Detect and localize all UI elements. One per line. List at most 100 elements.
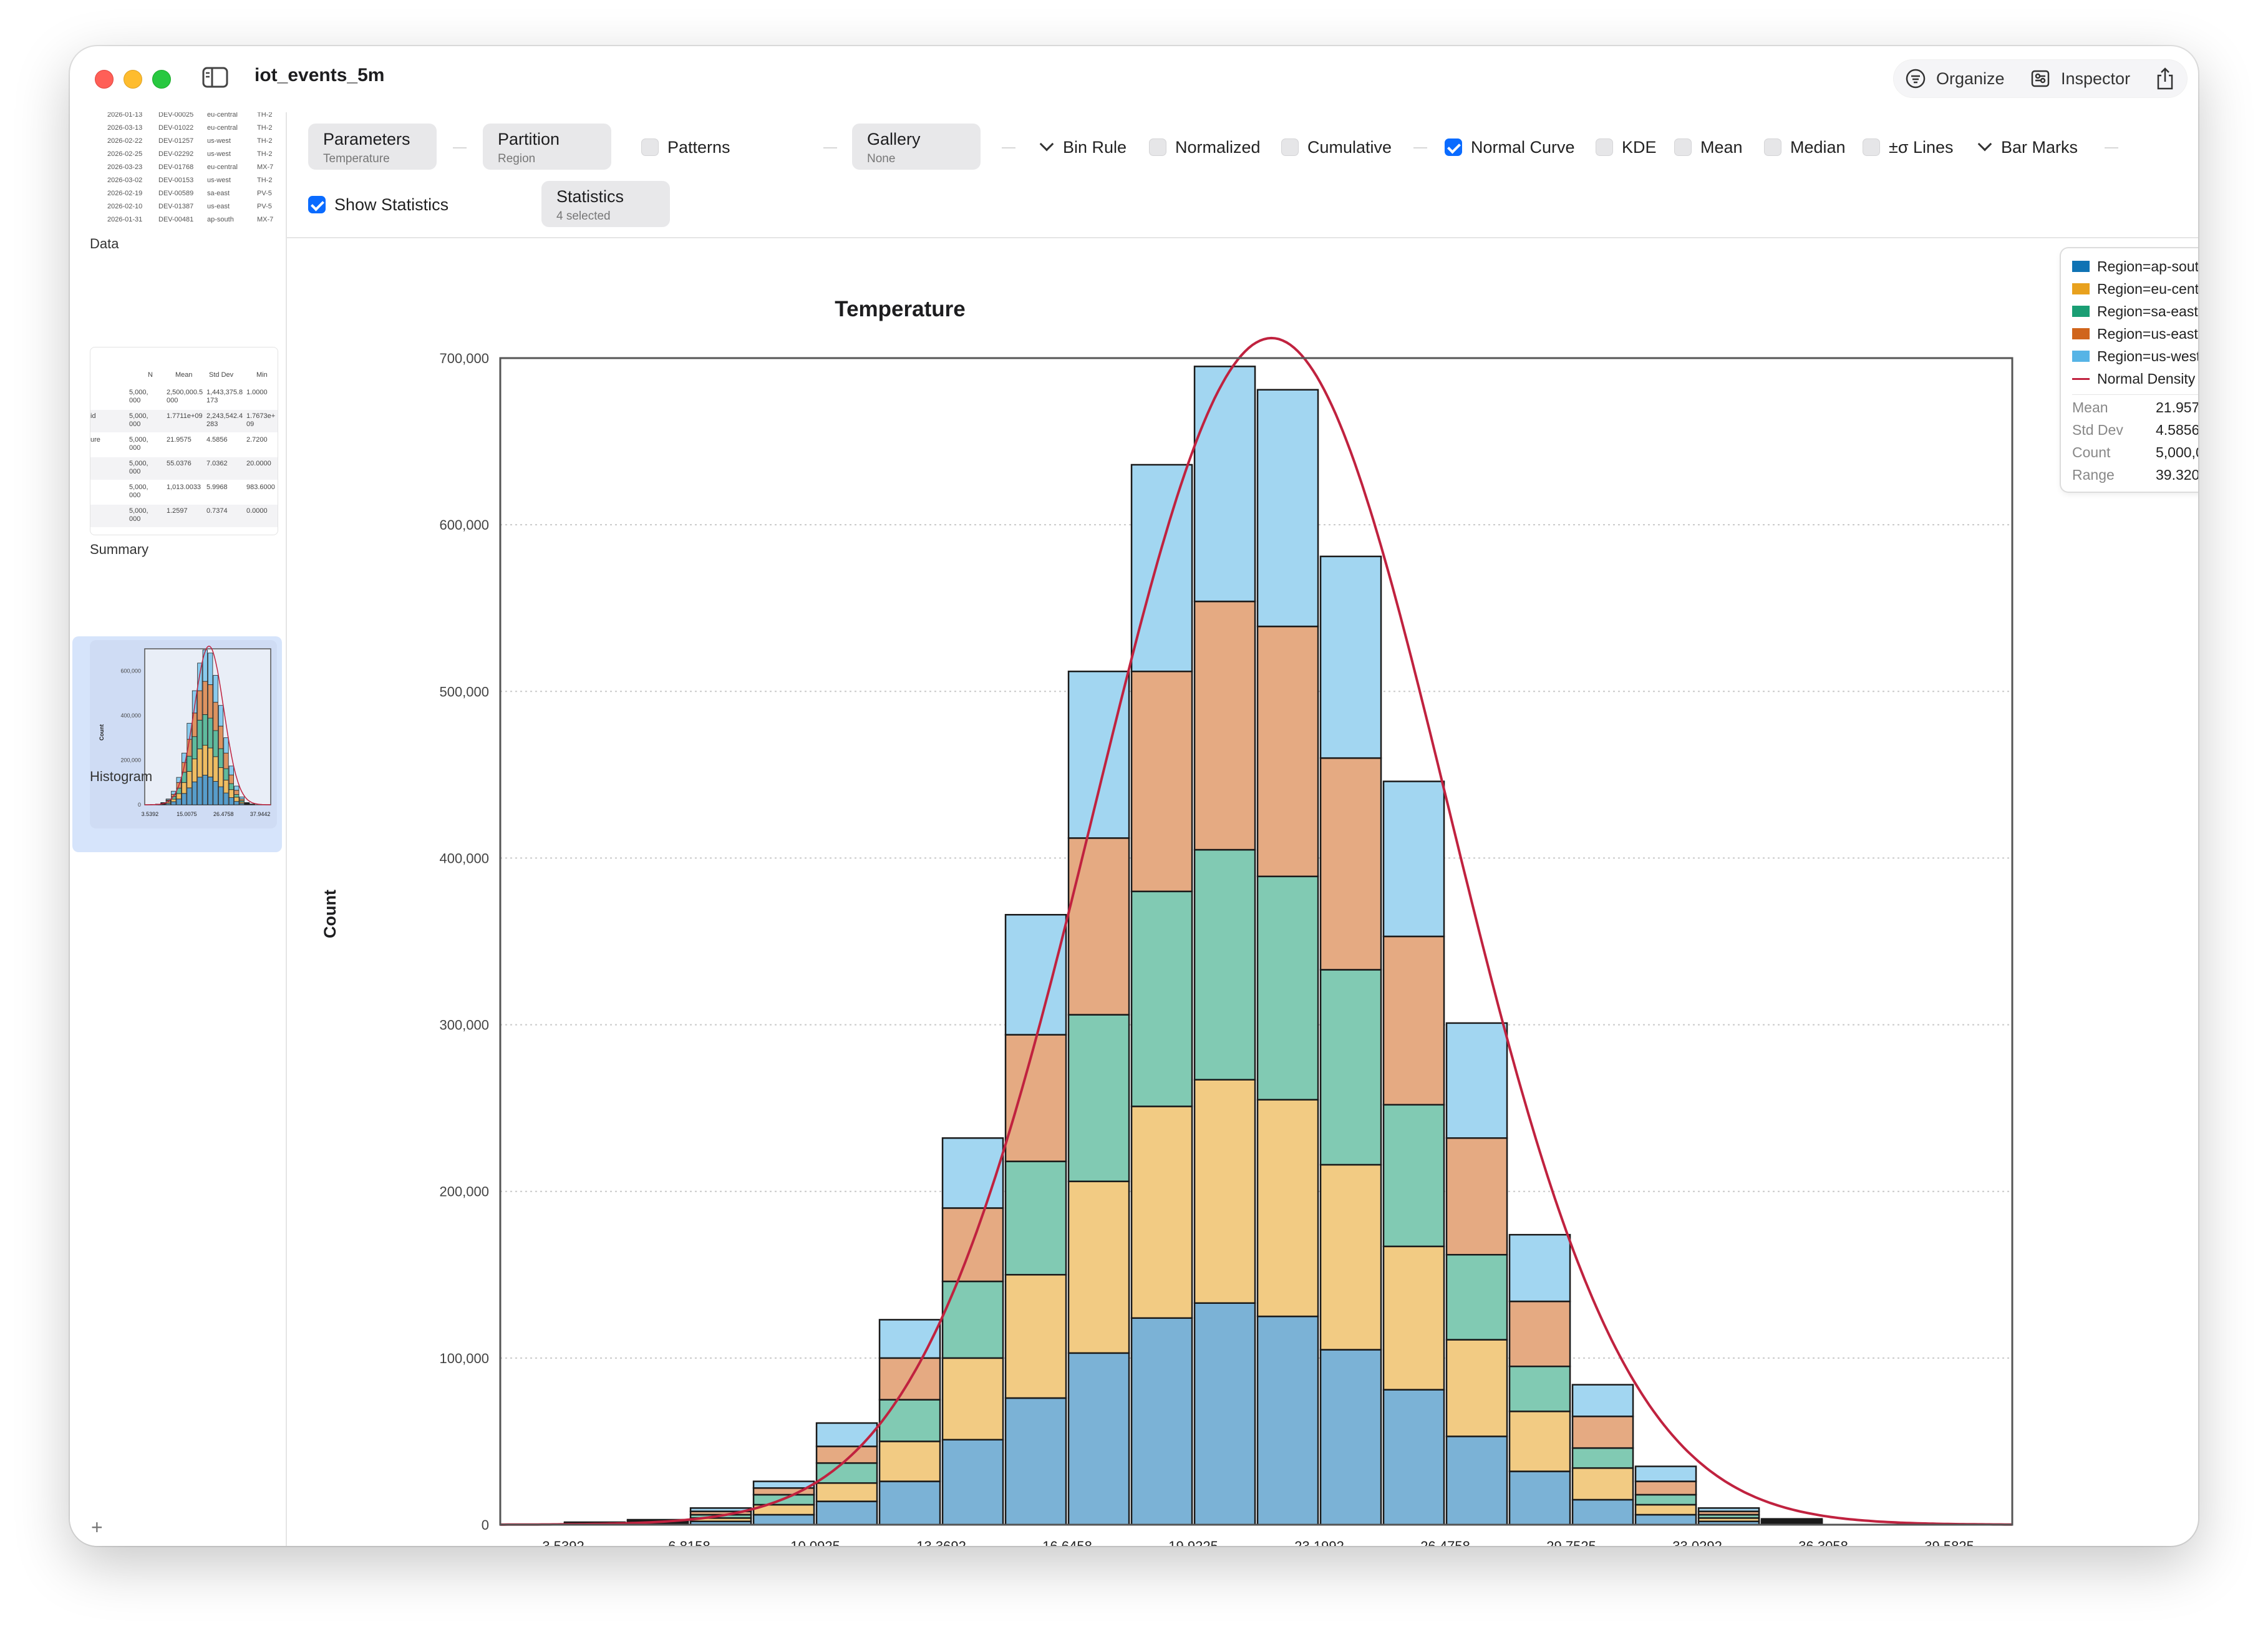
normalized-checkbox[interactable]: Normalized: [1149, 135, 1261, 160]
normal-curve-checkbox[interactable]: Normal Curve: [1445, 135, 1575, 160]
show-statistics-label: Show Statistics: [334, 195, 449, 214]
histogram-bar-segment: [1319, 1349, 1382, 1526]
legend-swatch: [2072, 306, 2090, 317]
bar-marks-menu[interactable]: Bar Marks: [1977, 135, 2078, 160]
histogram-bar-segment: [1067, 837, 1130, 1016]
data-preview-cell: eu-central: [207, 112, 238, 119]
parameters-selector[interactable]: Parameters Temperature: [308, 124, 437, 170]
chart-title: Temperature: [835, 297, 966, 321]
cumulative-box[interactable]: [1281, 138, 1299, 156]
thumb-y-tick: 600,000: [120, 668, 141, 674]
summary-thumbnail[interactable]: N Mean Std Dev Min 5,000, 000 2,500,000.5 000…: [90, 347, 278, 535]
histogram-bar-segment: [1130, 464, 1193, 673]
data-preview-cell: sa-east: [207, 190, 230, 197]
cumulative-checkbox[interactable]: Cumulative: [1281, 135, 1392, 160]
organize-button[interactable]: Organize: [1905, 67, 2005, 90]
data-preview-cell: MX-7: [257, 163, 274, 171]
thumb-y-tick: 200,000: [120, 757, 141, 764]
thumb-bar-segment: [223, 737, 229, 754]
gallery-selector[interactable]: Gallery None: [852, 124, 981, 170]
median-checkbox[interactable]: Median: [1764, 135, 1846, 160]
sigma-lines-checkbox[interactable]: ±σ Lines: [1863, 135, 1954, 160]
kde-label: KDE: [1622, 137, 1657, 157]
thumb-bar-segment: [202, 649, 208, 682]
histogram-bar-segment: [1508, 1233, 1571, 1303]
summary-preview-cell: 1.2597: [167, 507, 188, 515]
kde-box[interactable]: [1596, 138, 1613, 156]
sigma-lines-box[interactable]: [1863, 138, 1880, 156]
histogram-bar-segment: [878, 1440, 941, 1482]
y-tick-label: 300,000: [439, 1018, 489, 1033]
partition-selector[interactable]: Partition Region: [483, 124, 611, 170]
share-button[interactable]: [2156, 67, 2184, 90]
sidebar-toggle-icon[interactable]: [202, 66, 228, 89]
normalized-box[interactable]: [1149, 138, 1166, 156]
summary-header-cell: Std Dev: [209, 371, 234, 379]
inspector-button[interactable]: Inspector: [2030, 67, 2130, 90]
zoom-window-button[interactable]: [152, 70, 171, 89]
histogram-thumbnail[interactable]: 600,000 400,000 200,000 0 Count 3.5392 15.0075…: [90, 640, 277, 828]
patterns-checkbox[interactable]: Patterns: [641, 135, 730, 160]
data-preview-cell: 2026-01-31: [107, 216, 143, 223]
sidebar-item-summary[interactable]: Summary: [90, 542, 149, 557]
median-box[interactable]: [1764, 138, 1781, 156]
x-tick-label: 39.5825: [1924, 1538, 1974, 1546]
thumb-x-tick: 37.9442: [250, 811, 271, 817]
histogram-bar-segment: [878, 1319, 941, 1359]
add-sheet-button[interactable]: +: [91, 1516, 103, 1538]
legend-line: [2072, 377, 2090, 380]
stat-value: 5,000,000: [2156, 444, 2198, 460]
sidebar-item-data[interactable]: Data: [90, 236, 119, 251]
summary-preview-table: N Mean Std Dev Min 5,000, 000 2,500,000.5 000…: [90, 347, 278, 535]
bin-rule-menu[interactable]: Bin Rule: [1039, 135, 1127, 160]
data-preview-cell: DEV-00481: [158, 216, 194, 223]
histogram-bar-segment: [815, 1500, 878, 1526]
organize-icon: [1906, 69, 1926, 89]
histogram-bar-segment: [815, 1445, 878, 1464]
patterns-box[interactable]: [641, 138, 659, 156]
stat-value: 39.3200: [2156, 467, 2198, 483]
show-statistics-box[interactable]: [308, 196, 326, 213]
thumb-bar-segment: [218, 748, 224, 768]
data-preview-cell: TH-2: [257, 124, 273, 132]
sidebar-item-histogram[interactable]: Histogram: [90, 769, 153, 784]
kde-checkbox[interactable]: KDE: [1596, 135, 1657, 160]
share-icon: [2157, 67, 2173, 90]
thumb-bar-segment: [239, 799, 245, 801]
divider: [823, 147, 837, 148]
thumb-bar-segment: [218, 767, 224, 787]
divider: [1413, 147, 1427, 148]
summary-preview-cell: 5.9968: [206, 483, 228, 491]
mean-box[interactable]: [1674, 138, 1692, 156]
mean-checkbox[interactable]: Mean: [1674, 135, 1743, 160]
histogram-bar-segment: [1130, 890, 1193, 1107]
histogram-bar-segment: [941, 1137, 1004, 1209]
legend: Region=ap-south Region=eu-central Region…: [2061, 248, 2198, 492]
thumb-bar-segment: [213, 781, 218, 805]
normal-curve-box[interactable]: [1445, 138, 1462, 156]
statistics-selector[interactable]: Statistics 4 selected: [541, 181, 670, 227]
thumb-bar-segment: [202, 775, 208, 805]
x-tick-label: 33.0292: [1672, 1538, 1722, 1546]
histogram-bar-segment: [1067, 1014, 1130, 1182]
histogram-bar-segment: [1508, 1300, 1571, 1367]
thumb-bar-segment: [191, 781, 198, 805]
minimize-window-button[interactable]: [124, 70, 142, 89]
data-thumbnail[interactable]: 2026-01-13 DEV-00025 eu-central TH-2 2026-03…: [90, 112, 277, 228]
x-tick-label: 36.3058: [1798, 1538, 1848, 1546]
thumb-bar-segment: [171, 801, 177, 805]
data-preview-row: 2026-03-13 DEV-01022 eu-central TH-2: [90, 123, 277, 135]
thumb-bar-segment: [228, 783, 234, 790]
data-preview-cell: eu-central: [207, 124, 238, 132]
histogram-bar-segment: [1193, 600, 1256, 851]
thumb-bar-segment: [208, 684, 213, 719]
histogram-bar-segment: [1256, 1315, 1319, 1526]
data-preview-cell: DEV-00025: [158, 112, 194, 119]
histogram-bar-segment: [1571, 1467, 1634, 1501]
thumb-bar-segment: [213, 756, 218, 782]
close-window-button[interactable]: [95, 70, 114, 89]
histogram-bar-segment: [1256, 1099, 1319, 1318]
show-statistics-checkbox[interactable]: Show Statistics: [308, 192, 448, 217]
thumb-bar-segment: [208, 653, 213, 685]
summary-preview-cell: 4.5856: [206, 436, 228, 444]
